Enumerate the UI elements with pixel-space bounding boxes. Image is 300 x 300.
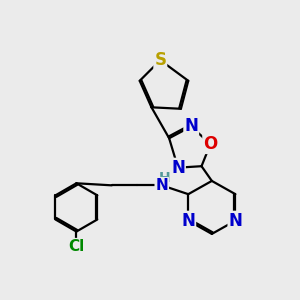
Text: N: N — [181, 212, 195, 230]
Text: N: N — [184, 117, 198, 135]
Text: N: N — [155, 178, 168, 193]
Text: N: N — [171, 159, 185, 177]
Text: H: H — [159, 171, 170, 185]
Text: N: N — [229, 212, 242, 230]
Text: S: S — [154, 51, 166, 69]
Text: O: O — [203, 135, 218, 153]
Text: Cl: Cl — [68, 239, 85, 254]
